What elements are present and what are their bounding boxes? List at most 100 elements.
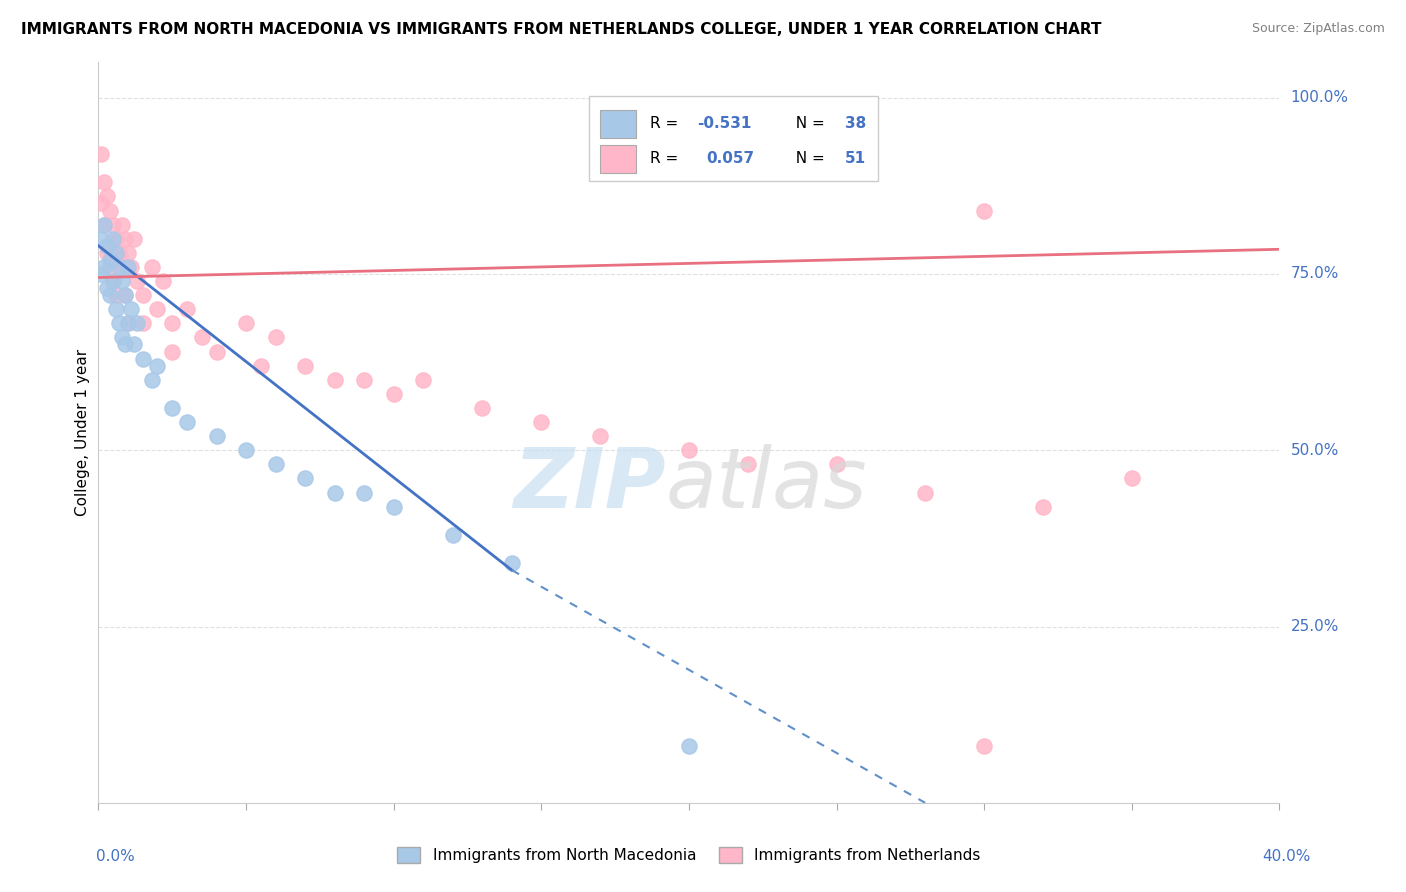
Point	[132, 288, 155, 302]
Point	[90, 267, 112, 281]
Bar	[600, 145, 636, 173]
Point	[105, 232, 128, 246]
Text: N =: N =	[786, 151, 830, 166]
Point	[294, 359, 316, 373]
Point	[264, 458, 287, 472]
Point	[323, 373, 346, 387]
Point	[235, 443, 257, 458]
Point	[353, 373, 375, 387]
Point	[162, 344, 183, 359]
Point	[108, 260, 131, 274]
Point	[93, 218, 115, 232]
Point	[191, 330, 214, 344]
Text: 25.0%: 25.0%	[1291, 619, 1339, 634]
Point	[323, 485, 346, 500]
Point	[678, 443, 700, 458]
Text: 38: 38	[845, 116, 866, 131]
Point	[96, 239, 118, 253]
Bar	[589, 95, 877, 181]
Point	[108, 316, 131, 330]
Point	[111, 274, 134, 288]
Point	[162, 316, 183, 330]
Point	[90, 232, 112, 246]
Point	[120, 302, 142, 317]
Point	[382, 500, 405, 514]
Text: 51: 51	[845, 151, 866, 166]
Text: IMMIGRANTS FROM NORTH MACEDONIA VS IMMIGRANTS FROM NETHERLANDS COLLEGE, UNDER 1 : IMMIGRANTS FROM NORTH MACEDONIA VS IMMIG…	[21, 22, 1101, 37]
Text: R =: R =	[650, 116, 683, 131]
Point	[825, 458, 848, 472]
Text: R =: R =	[650, 151, 688, 166]
Point	[93, 260, 115, 274]
Point	[973, 739, 995, 754]
Text: -0.531: -0.531	[697, 116, 752, 131]
Point	[501, 556, 523, 570]
Text: 0.0%: 0.0%	[96, 849, 135, 863]
Point	[93, 175, 115, 189]
Text: 50.0%: 50.0%	[1291, 442, 1339, 458]
Point	[132, 316, 155, 330]
Point	[132, 351, 155, 366]
Point	[235, 316, 257, 330]
Point	[141, 373, 163, 387]
Point	[162, 401, 183, 415]
Point	[114, 288, 136, 302]
Point	[117, 260, 139, 274]
Point	[471, 401, 494, 415]
Point	[111, 218, 134, 232]
Point	[117, 316, 139, 330]
Point	[90, 196, 112, 211]
Legend: Immigrants from North Macedonia, Immigrants from Netherlands: Immigrants from North Macedonia, Immigra…	[391, 841, 987, 869]
Bar	[600, 110, 636, 138]
Point	[176, 302, 198, 317]
Point	[530, 415, 553, 429]
Point	[914, 485, 936, 500]
Point	[111, 330, 134, 344]
Text: N =: N =	[786, 116, 830, 131]
Text: 75.0%: 75.0%	[1291, 267, 1339, 282]
Point	[103, 218, 125, 232]
Point	[122, 232, 145, 246]
Point	[117, 245, 139, 260]
Point	[294, 471, 316, 485]
Point	[353, 485, 375, 500]
Point	[737, 458, 759, 472]
Point	[90, 147, 112, 161]
Point	[114, 337, 136, 351]
Point	[98, 203, 121, 218]
Point	[96, 245, 118, 260]
Point	[103, 274, 125, 288]
Point	[114, 288, 136, 302]
Text: 100.0%: 100.0%	[1291, 90, 1348, 105]
Point	[125, 316, 148, 330]
Point	[264, 330, 287, 344]
Point	[678, 739, 700, 754]
Point	[141, 260, 163, 274]
Point	[205, 429, 228, 443]
Point	[152, 274, 174, 288]
Point	[93, 218, 115, 232]
Point	[1121, 471, 1143, 485]
Point	[120, 260, 142, 274]
Point	[103, 274, 125, 288]
Point	[103, 232, 125, 246]
Point	[96, 281, 118, 295]
Point	[382, 387, 405, 401]
Point	[105, 302, 128, 317]
Point	[105, 288, 128, 302]
Text: 40.0%: 40.0%	[1263, 849, 1310, 863]
Point	[250, 359, 273, 373]
Point	[1032, 500, 1054, 514]
Point	[176, 415, 198, 429]
Point	[98, 252, 121, 267]
Point	[96, 189, 118, 203]
Point	[111, 260, 134, 274]
Point	[441, 528, 464, 542]
Point	[98, 260, 121, 274]
Point	[105, 245, 128, 260]
Point	[125, 274, 148, 288]
Text: 0.057: 0.057	[707, 151, 755, 166]
Point	[98, 288, 121, 302]
Point	[589, 429, 612, 443]
Point	[973, 203, 995, 218]
